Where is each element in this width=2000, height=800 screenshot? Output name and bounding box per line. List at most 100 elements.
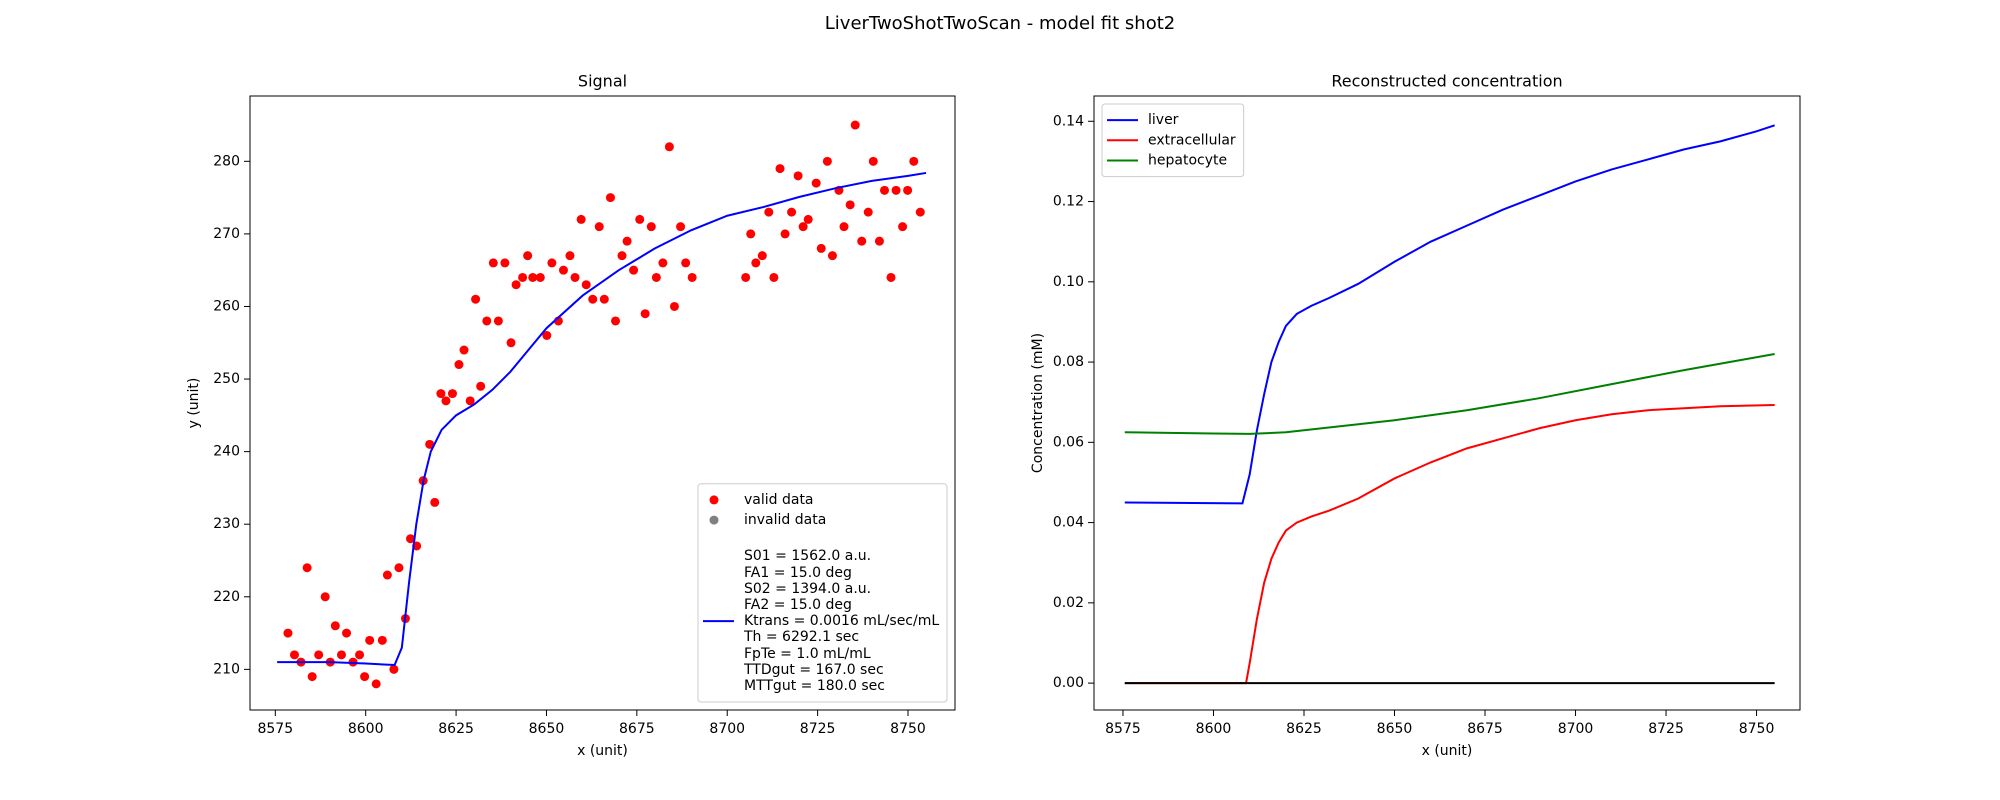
data-point: [640, 309, 650, 319]
x-tick-label: 8750: [1739, 721, 1775, 737]
data-point: [669, 301, 679, 311]
data-point: [787, 207, 797, 217]
data-point: [493, 316, 503, 326]
legend-label: S01 = 1562.0 a.u. FA1 = 15.0 deg S02 = 1…: [744, 548, 940, 694]
legend-marker: [709, 495, 719, 505]
data-point: [915, 207, 925, 217]
data-point: [599, 294, 609, 304]
figure-title: LiverTwoShotTwoScan - model fit shot2: [825, 13, 1175, 34]
data-point: [459, 345, 469, 355]
x-tick-label: 8675: [1467, 721, 1503, 737]
data-point: [676, 222, 686, 232]
data-point: [617, 251, 627, 261]
y-axis-label: Concentration (mM): [1030, 333, 1046, 473]
data-point: [558, 265, 568, 275]
data-point: [488, 258, 498, 268]
data-point: [302, 563, 312, 573]
data-point: [447, 389, 457, 399]
data-point: [482, 316, 492, 326]
data-point: [336, 650, 346, 660]
x-tick-label: 8725: [1648, 721, 1684, 737]
legend-label: invalid data: [744, 512, 826, 528]
data-point: [822, 156, 832, 166]
data-point: [565, 251, 575, 261]
x-tick-label: 8650: [1377, 721, 1413, 737]
axes-frame: [1093, 95, 1801, 711]
data-point: [751, 258, 761, 268]
legend-marker: [709, 515, 719, 525]
x-tick-label: 8675: [619, 721, 655, 737]
legend-entry: invalid data: [709, 512, 826, 528]
data-point: [382, 570, 392, 580]
y-tick-label: 0.12: [1053, 194, 1084, 210]
data-point: [827, 251, 837, 261]
data-point: [775, 164, 785, 174]
data-point: [622, 236, 632, 246]
x-tick-label: 8600: [348, 721, 384, 737]
subplot: 8575 8600 8625 8650 8675 8700 8725 8750 210 220 23…: [186, 72, 956, 759]
data-point: [891, 185, 901, 195]
data-point: [465, 396, 475, 406]
data-point: [425, 439, 435, 449]
y-tick-label: 0.08: [1053, 354, 1084, 370]
x-tick-label: 8625: [438, 721, 474, 737]
data-point: [430, 497, 440, 507]
data-point: [803, 214, 813, 224]
legend-label: valid data: [744, 492, 814, 508]
data-point: [764, 207, 774, 217]
data-point: [371, 679, 381, 689]
data-point: [360, 672, 370, 682]
data-point: [523, 251, 533, 261]
data-point: [850, 120, 860, 130]
x-tick-label: 8625: [1286, 721, 1322, 737]
x-tick-label: 8650: [529, 721, 565, 737]
axes-title: Signal: [578, 72, 627, 91]
legend-label: liver: [1148, 112, 1179, 128]
y-tick-label: 230: [213, 516, 240, 532]
y-axis-label: y (unit): [186, 378, 202, 429]
data-point: [839, 222, 849, 232]
legend-box: [1101, 103, 1245, 178]
data-point: [500, 258, 510, 268]
y-tick-label: 250: [213, 371, 240, 387]
data-point: [535, 272, 545, 282]
data-point: [857, 236, 867, 246]
y-tick-label: 0.10: [1053, 274, 1084, 290]
y-tick-label: 0.02: [1053, 595, 1084, 611]
x-axis-label: x (unit): [1422, 743, 1473, 759]
y-tick-label: 0.00: [1053, 675, 1084, 691]
data-point: [406, 534, 416, 544]
data-point: [511, 280, 521, 290]
data-point: [355, 650, 365, 660]
data-point: [681, 258, 691, 268]
data-point: [741, 272, 751, 282]
data-point: [342, 628, 352, 638]
data-point: [471, 294, 481, 304]
data-point: [441, 396, 451, 406]
data-point: [757, 251, 767, 261]
data-point: [611, 316, 621, 326]
data-point: [798, 222, 808, 232]
data-point: [793, 171, 803, 181]
data-point: [289, 650, 299, 660]
x-axis-label: x (unit): [577, 743, 628, 759]
data-point: [454, 360, 464, 370]
legend-entry: extracellular: [1107, 132, 1236, 148]
y-tick-label: 260: [213, 298, 240, 314]
y-tick-label: 0.14: [1053, 113, 1084, 129]
data-point: [868, 156, 878, 166]
y-tick-label: 280: [213, 153, 240, 169]
data-point: [528, 272, 538, 282]
x-tick-label: 8575: [1105, 721, 1141, 737]
data-point: [377, 635, 387, 645]
data-point: [588, 294, 598, 304]
y-tick-label: 210: [213, 661, 240, 677]
legend-label: hepatocyte: [1148, 153, 1227, 169]
legend-entry: liver: [1107, 112, 1179, 128]
series-line: [1124, 124, 1775, 505]
series-line: [1124, 353, 1775, 435]
data-point: [811, 178, 821, 188]
data-point: [365, 635, 375, 645]
data-point: [646, 222, 656, 232]
